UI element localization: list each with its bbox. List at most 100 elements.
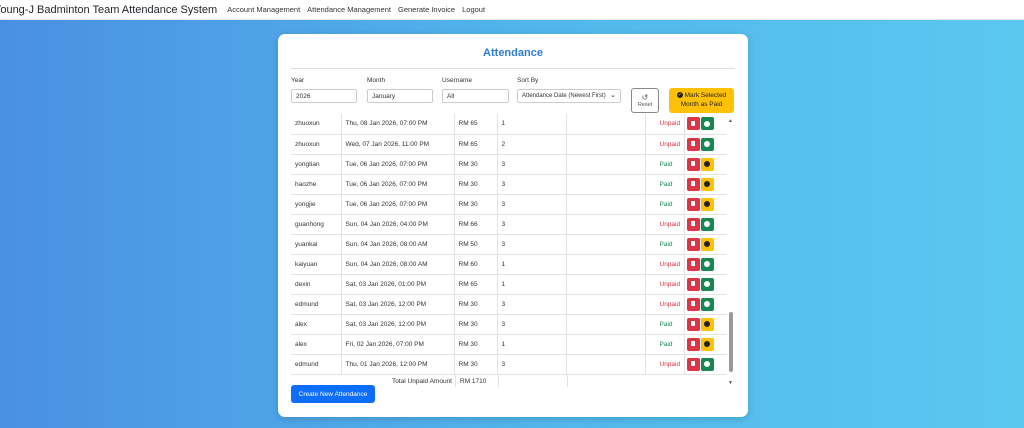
cell-amount: RM 30 [454,334,498,355]
cell-amount: RM 66 [454,214,498,235]
delete-icon[interactable] [686,357,700,371]
reset-icon: ↺ [641,92,649,102]
create-attendance-button[interactable]: Create New Attendance [291,385,375,403]
cell-date: Sat, 03 Jan 2026, 01:00 PM [341,274,455,295]
nav-account-management[interactable]: Account Management [227,5,301,14]
cell-date: Sun, 04 Jan 2026, 04:00 PM [341,214,455,235]
table-row: yongtian Tue, 06 Jan 2026, 07:00 PM RM 30 3… [291,154,727,175]
total-divider [455,374,456,387]
nav-logout[interactable]: Logout [462,5,486,14]
delete-icon[interactable] [686,337,700,351]
cell-remark [566,334,646,355]
delete-icon[interactable] [686,197,700,211]
scroll-down-icon[interactable]: ▼ [728,380,733,386]
table-row: edmund Sat, 03 Jan 2026, 12:00 PM RM 30 3 Un… [291,294,727,315]
delete-icon[interactable] [686,217,700,231]
sort-select[interactable]: Attendance Date (Newest First) ⌄ [517,89,621,103]
scroll-thumb[interactable] [729,312,733,372]
cell-quantity: 3 [497,314,567,335]
check-circle-icon: ✓ [676,92,683,99]
cell-status: Unpaid [645,274,685,295]
table-row: kaiyuan Sun, 04 Jan 2026, 08:00 AM RM 60 1 U… [291,254,727,275]
delete-icon[interactable] [686,117,700,131]
delete-icon[interactable] [686,277,700,291]
cell-username: yongtian [291,154,342,175]
nav-generate-invoice[interactable]: Generate Invoice [397,5,456,14]
mark-unpaid-icon[interactable] [700,177,714,191]
cell-status: Paid [645,334,685,355]
mark-paid-icon[interactable] [700,277,714,291]
mark-month-paid-button[interactable]: ✓ Mark Selected Month as Paid [669,88,734,113]
cell-username: edmund [291,354,342,375]
table-scrollbar[interactable]: ▲ ▼ [727,118,735,386]
mark-unpaid-icon[interactable] [700,197,714,211]
mark-paid-icon[interactable] [700,137,714,151]
cell-remark [566,354,646,375]
cell-remark [566,114,646,135]
cell-username: alex [291,334,342,355]
title-divider [291,68,735,69]
cell-date: Sun, 04 Jan 2026, 08:00 AM [341,234,455,255]
cell-quantity: 3 [497,214,567,235]
cell-quantity: 1 [497,114,567,135]
top-navbar: Young-J Badminton Team Attendance System… [0,0,1024,20]
mark-unpaid-icon[interactable] [700,337,714,351]
attendance-card: Attendance Year 2026 Month January Usern… [278,34,748,417]
mark-paid-icon[interactable] [700,297,714,311]
mark-paid-icon[interactable] [700,117,714,131]
chevron-down-icon: ⌄ [610,92,616,99]
cell-date: Thu, 08 Jan 2026, 07:00 PM [341,114,455,135]
reset-label: Reset [637,101,653,108]
cell-quantity: 3 [497,174,567,195]
delete-icon[interactable] [686,257,700,271]
cell-date: Wed, 07 Jan 2026, 11:00 PM [341,134,455,155]
cell-status: Unpaid [645,294,685,315]
year-input[interactable]: 2026 [291,89,357,103]
cell-remark [566,194,646,215]
table-row: guanhong Sun, 04 Jan 2026, 04:00 PM RM 66 3… [291,214,727,235]
month-input[interactable]: January [367,89,433,103]
cell-amount: RM 65 [454,114,498,135]
cell-username: zhuoxun [291,114,342,135]
month-label: Month [367,77,386,84]
delete-icon[interactable] [686,137,700,151]
mark-unpaid-icon[interactable] [700,157,714,171]
cell-amount: RM 60 [454,254,498,275]
cell-username: yongjie [291,194,342,215]
reset-button[interactable]: ↺ Reset [631,88,659,113]
cell-amount: RM 30 [454,314,498,335]
cell-status: Paid [645,194,685,215]
delete-icon[interactable] [686,297,700,311]
table-row: yongjie Tue, 06 Jan 2026, 07:00 PM RM 30 3 P… [291,194,727,215]
cell-remark [566,254,646,275]
cell-quantity: 3 [497,194,567,215]
username-input[interactable]: All [442,89,509,103]
mark-unpaid-icon[interactable] [700,237,714,251]
delete-icon[interactable] [686,157,700,171]
cell-username: haozhe [291,174,342,195]
cell-status: Unpaid [645,114,685,135]
mark-paid-icon[interactable] [700,257,714,271]
delete-icon[interactable] [686,177,700,191]
scroll-up-icon[interactable]: ▲ [728,118,733,124]
total-divider [567,374,568,387]
cell-remark [566,234,646,255]
delete-icon[interactable] [686,237,700,251]
cell-status: Unpaid [645,354,685,375]
card-title: Attendance [483,47,543,59]
attendance-table-container[interactable]: zhuoxun Thu, 08 Jan 2026, 07:00 PM RM 65 1 U… [291,114,735,387]
nav-attendance-management[interactable]: Attendance Management [307,5,391,14]
cell-username: dexin [291,274,342,295]
mark-paid-icon[interactable] [700,357,714,371]
cell-quantity: 1 [497,274,567,295]
mark-unpaid-icon[interactable] [700,317,714,331]
cell-date: Thu, 01 Jan 2026, 12:00 PM [341,354,455,375]
mark-paid-icon[interactable] [700,217,714,231]
cell-date: Sat, 03 Jan 2026, 12:00 PM [341,294,455,315]
delete-icon[interactable] [686,317,700,331]
cell-date: Sat, 03 Jan 2026, 12:00 PM [341,314,455,335]
cell-quantity: 3 [497,234,567,255]
cell-actions [684,114,727,135]
brand-title[interactable]: Young-J Badminton Team Attendance System [0,3,218,16]
cell-quantity: 2 [497,134,567,155]
